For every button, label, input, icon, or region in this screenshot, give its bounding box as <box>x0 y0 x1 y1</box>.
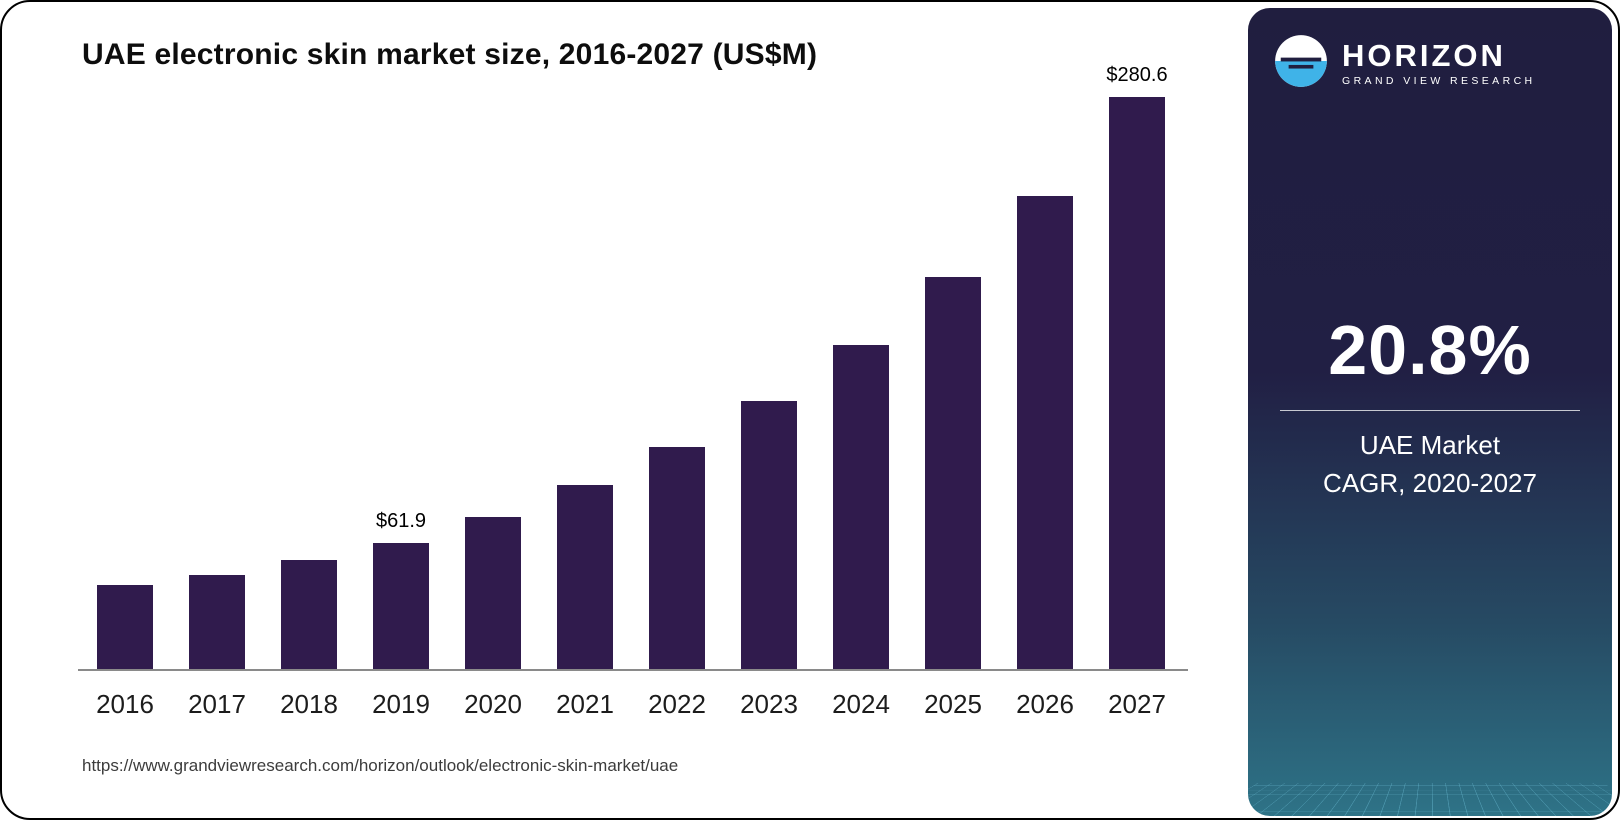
wireframe-mesh-graphic <box>1248 783 1612 816</box>
brand-text: HORIZON GRAND VIEW RESEARCH <box>1342 40 1536 87</box>
bar-2027 <box>1109 97 1165 669</box>
cagr-label-line1: UAE Market <box>1359 430 1501 460</box>
x-tick-2024: 2024 <box>832 689 890 719</box>
bar-cell-2021 <box>539 97 631 669</box>
x-tick-2025: 2025 <box>924 689 982 719</box>
bar-cell-2025 <box>907 97 999 669</box>
x-tick-2019: 2019 <box>372 689 430 719</box>
bar-2025 <box>925 277 981 669</box>
bar-2023 <box>741 401 797 669</box>
bar-value-label-2027: $280.6 <box>1106 64 1168 86</box>
chart-title: UAE electronic skin market size, 2016-20… <box>82 38 818 71</box>
x-tick-2017: 2017 <box>188 689 246 719</box>
brand-name: HORIZON <box>1342 38 1506 73</box>
bar-cell-2027: $280.6 <box>1091 64 1183 669</box>
stat-separator <box>1280 410 1580 411</box>
bar-2016 <box>97 585 153 669</box>
bar-cell-2024 <box>815 97 907 669</box>
bar-cell-2019: $61.9 <box>355 97 447 669</box>
bar-cell-2017 <box>171 97 263 669</box>
horizon-logo-icon <box>1274 34 1328 93</box>
cagr-value: 20.8% <box>1328 311 1532 389</box>
cagr-label-line2: CAGR, 2020-2027 <box>1323 467 1537 498</box>
bar-2017 <box>189 575 245 669</box>
bar-2021 <box>557 485 613 669</box>
x-tick-2020: 2020 <box>464 689 522 719</box>
bar-2022 <box>649 447 705 669</box>
x-tick-2016: 2016 <box>96 689 154 719</box>
bar-2024 <box>833 345 889 669</box>
x-axis-line <box>78 669 1188 671</box>
bar-chart: $61.9 $280.6 <box>79 64 1183 669</box>
bar-cell-2020 <box>447 97 539 669</box>
x-tick-2026: 2026 <box>1016 689 1074 719</box>
bar-value-label-2019: $61.9 <box>375 510 427 532</box>
source-url: https://www.grandviewresearch.com/horizo… <box>82 756 679 775</box>
x-tick-2018: 2018 <box>280 689 338 719</box>
bar-cell-2026 <box>999 97 1091 669</box>
bar-cell-2022 <box>631 97 723 669</box>
brand-row: HORIZON GRAND VIEW RESEARCH <box>1274 34 1596 93</box>
x-tick-2021: 2021 <box>556 689 614 719</box>
bar-cell-2018 <box>263 97 355 669</box>
bar-2026 <box>1017 196 1073 669</box>
bar-2020 <box>465 517 521 669</box>
x-axis-tick-labels: 2016 2017 2018 2019 2020 2021 2022 2023 2024 2025… <box>79 689 1183 720</box>
bar-2019 <box>373 543 429 669</box>
cagr-label: UAE Market CAGR, 2020-2027 <box>1248 427 1612 502</box>
x-tick-2027: 2027 <box>1108 689 1166 719</box>
x-tick-2023: 2023 <box>740 689 798 719</box>
brand-subtitle: GRAND VIEW RESEARCH <box>1342 75 1536 87</box>
bar-cell-2023 <box>723 97 815 669</box>
brand-side-panel: HORIZON GRAND VIEW RESEARCH 20.8% UAE Ma… <box>1248 8 1612 816</box>
x-tick-2022: 2022 <box>648 689 706 719</box>
cagr-stat-block: 20.8% UAE Market CAGR, 2020-2027 <box>1248 310 1612 502</box>
bar-2018 <box>281 560 337 669</box>
bar-cell-2016 <box>79 97 171 669</box>
